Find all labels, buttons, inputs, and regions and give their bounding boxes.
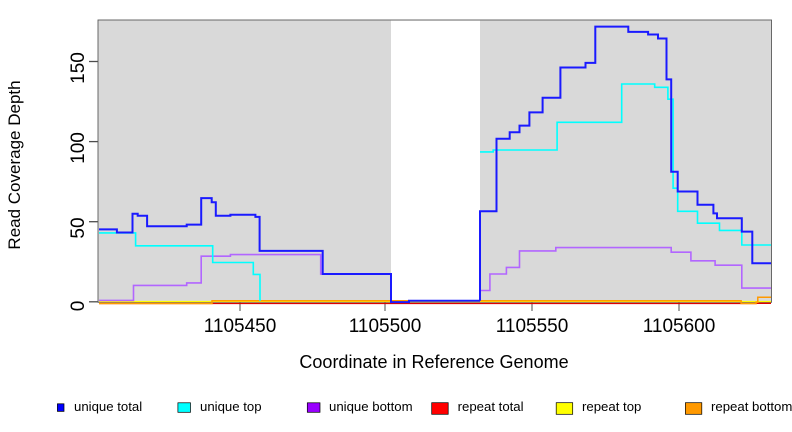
svg-text:1105600: 1105600 <box>643 316 716 337</box>
svg-text:Read Coverage Depth: Read Coverage Depth <box>5 80 24 249</box>
svg-text:unique total: unique total <box>74 399 142 414</box>
svg-text:unique bottom: unique bottom <box>329 399 413 414</box>
svg-text:Coordinate in Reference Genome: Coordinate in Reference Genome <box>299 352 568 372</box>
svg-text:50: 50 <box>68 217 89 238</box>
svg-text:unique top: unique top <box>200 399 262 414</box>
svg-text:1105550: 1105550 <box>496 316 569 337</box>
svg-text:0: 0 <box>68 301 89 312</box>
svg-text:150: 150 <box>68 52 89 84</box>
svg-text:100: 100 <box>68 132 89 164</box>
svg-text:repeat bottom: repeat bottom <box>711 399 792 414</box>
svg-text:1105500: 1105500 <box>349 316 422 337</box>
svg-text:1105450: 1105450 <box>204 316 277 337</box>
svg-text:repeat top: repeat top <box>582 399 641 414</box>
svg-text:repeat total: repeat total <box>458 399 524 414</box>
